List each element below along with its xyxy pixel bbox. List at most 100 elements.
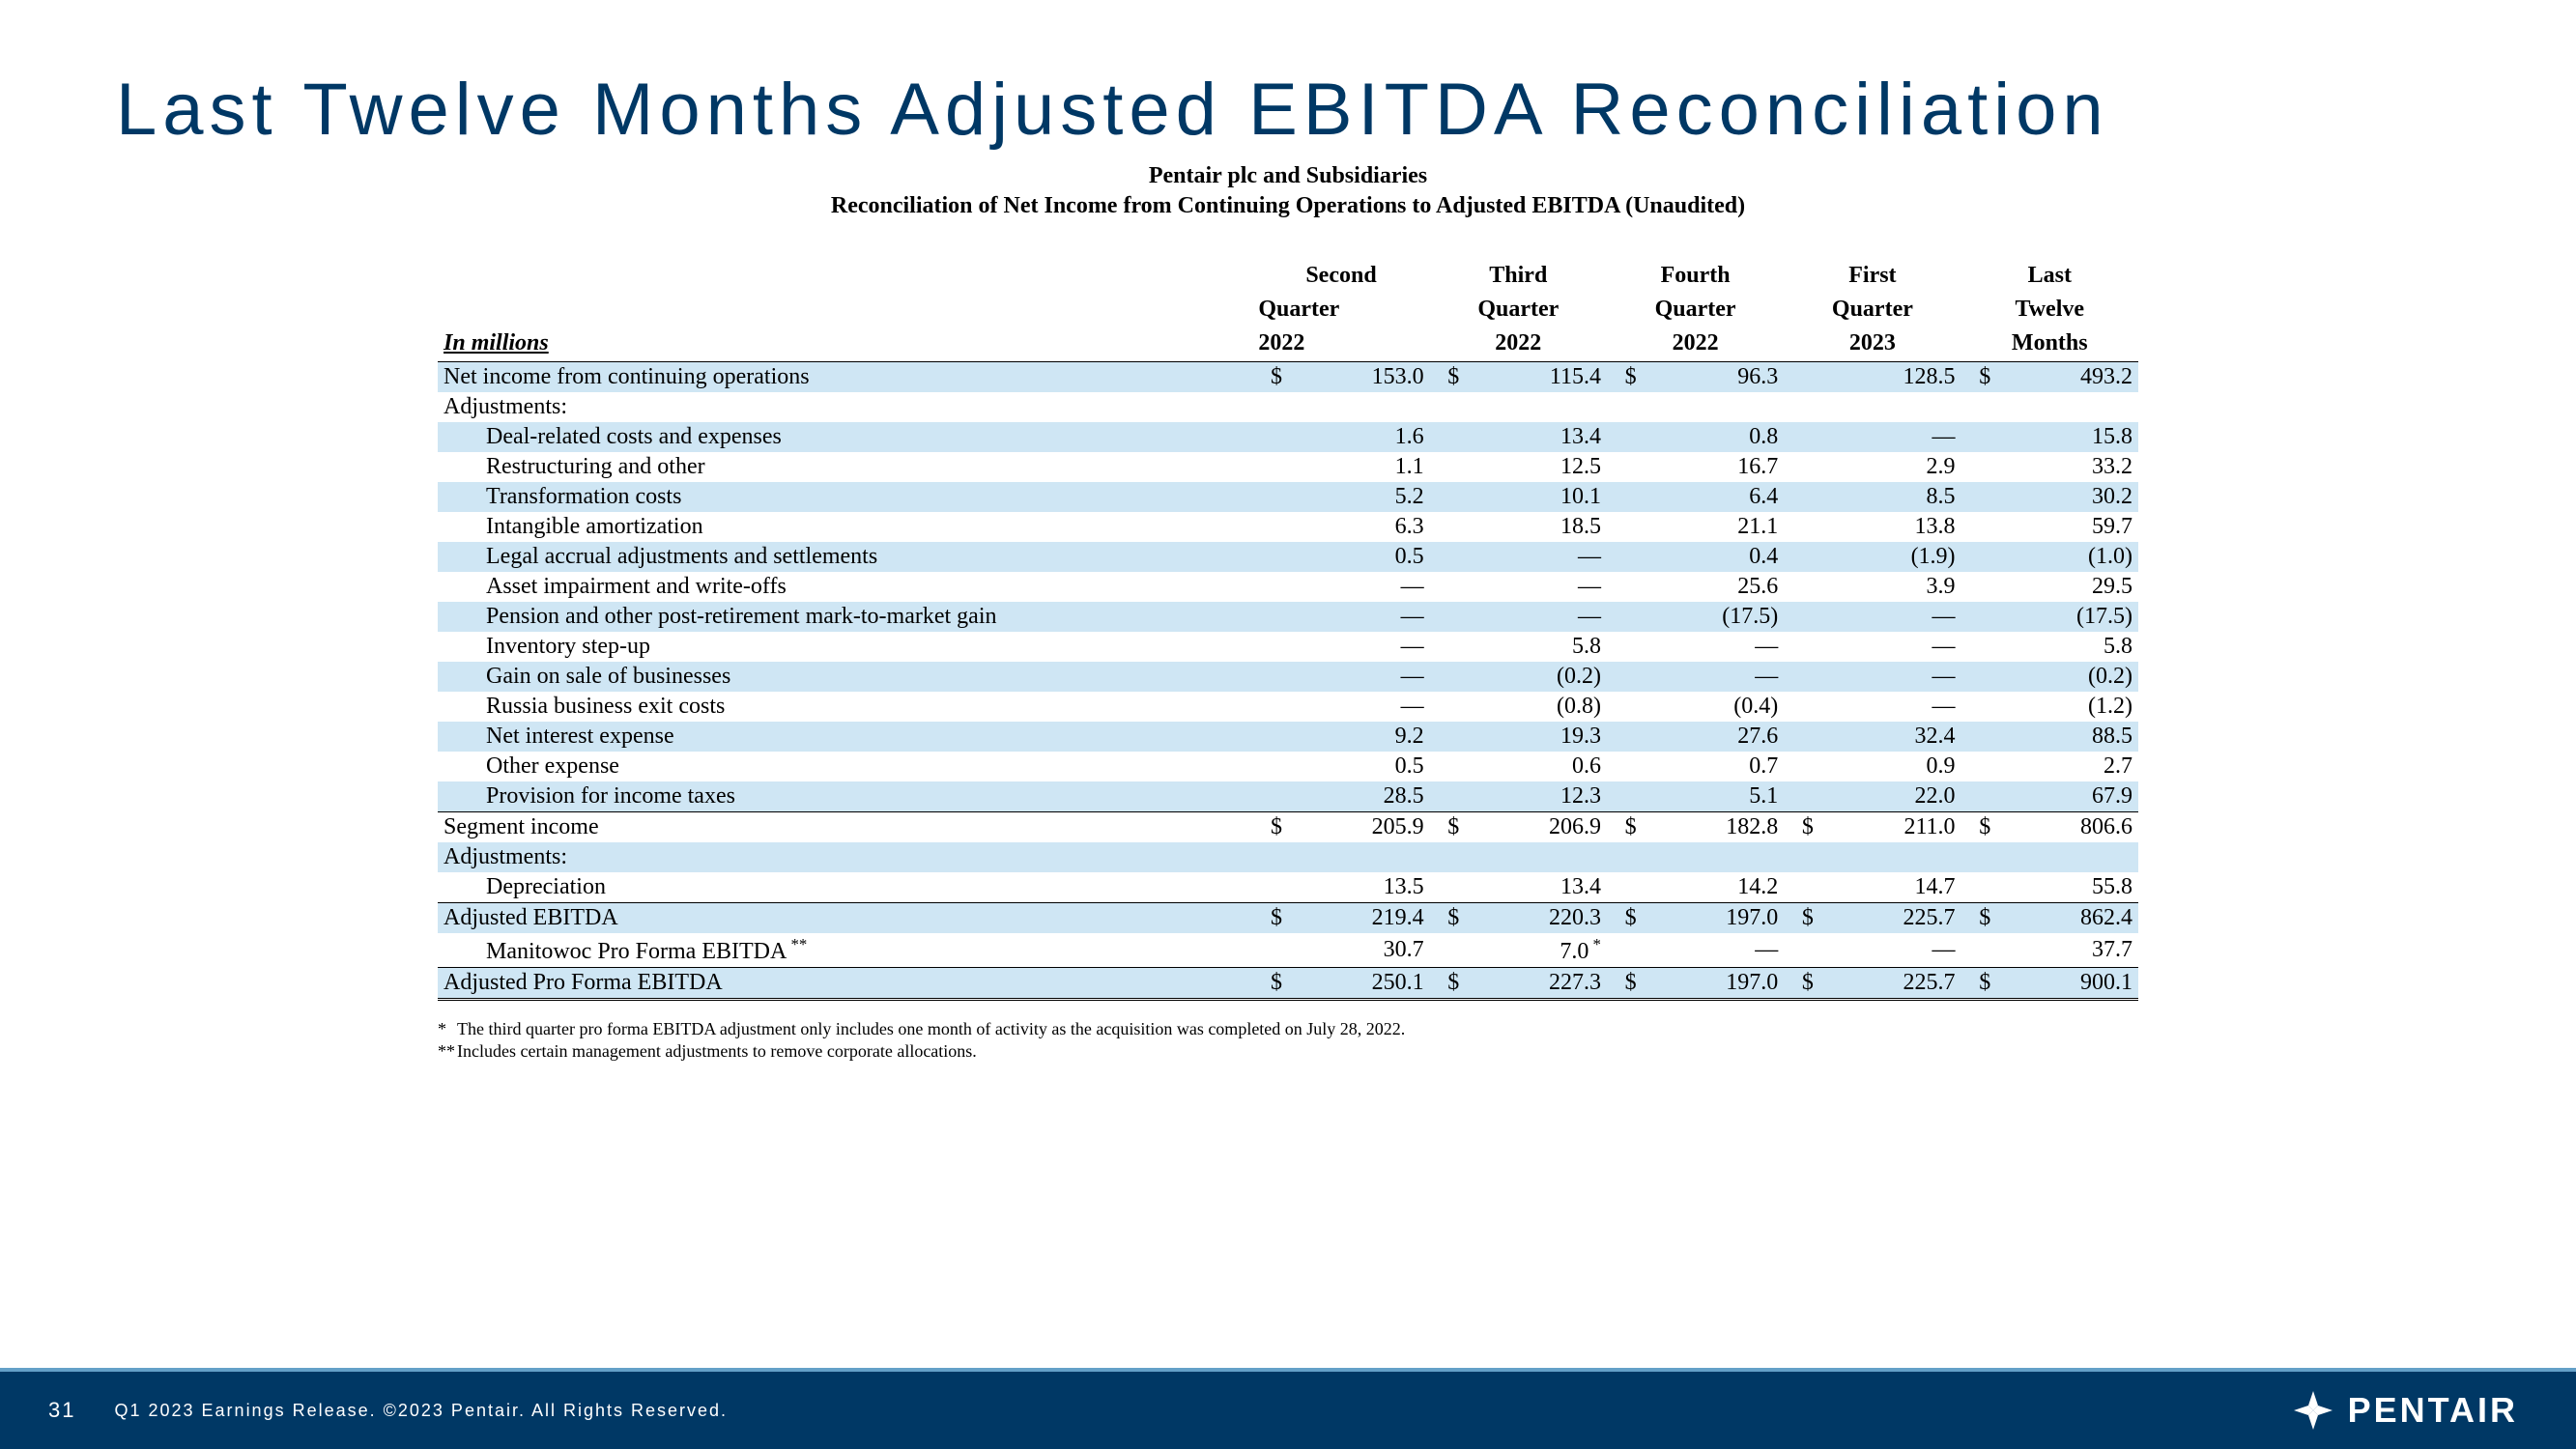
value-cell: (0.2) (1996, 662, 2138, 692)
value-cell: 6.4 (1643, 482, 1785, 512)
value-cell: 3.9 (1819, 572, 1961, 602)
value-cell (1465, 392, 1607, 422)
row-label: Gain on sale of businesses (438, 662, 1252, 692)
currency-cell (1430, 781, 1466, 812)
currency-cell (1784, 542, 1819, 572)
value-cell: 211.0 (1819, 811, 1961, 842)
currency-cell: $ (1961, 811, 1997, 842)
value-cell: 227.3 (1465, 967, 1607, 999)
currency-cell (1607, 482, 1643, 512)
currency-cell (1961, 512, 1997, 542)
table-row: Restructuring and other1.112.516.72.933.… (438, 452, 2138, 482)
value-cell: 25.6 (1643, 572, 1785, 602)
value-cell: — (1288, 632, 1430, 662)
currency-cell (1430, 632, 1466, 662)
currency-cell (1607, 572, 1643, 602)
currency-cell (1252, 422, 1288, 452)
value-cell: 14.2 (1643, 872, 1785, 903)
footnotes: *The third quarter pro forma EBITDA adju… (438, 1018, 2138, 1064)
currency-cell: $ (1430, 361, 1466, 392)
value-cell (1819, 842, 1961, 872)
currency-cell (1784, 872, 1819, 903)
currency-cell (1252, 692, 1288, 722)
row-label: Deal-related costs and expenses (438, 422, 1252, 452)
row-label: Other expense (438, 752, 1252, 781)
currency-cell (1961, 542, 1997, 572)
value-cell: 96.3 (1643, 361, 1785, 392)
value-cell: (0.2) (1465, 662, 1607, 692)
table-row: Depreciation13.513.414.214.755.8 (438, 872, 2138, 903)
currency-cell (1430, 752, 1466, 781)
value-cell (1643, 392, 1785, 422)
currency-cell (1607, 722, 1643, 752)
col-hdr-l1: First (1784, 260, 1961, 294)
currency-cell (1252, 632, 1288, 662)
value-cell: 37.7 (1996, 933, 2138, 968)
table-row: Net interest expense9.219.327.632.488.5 (438, 722, 2138, 752)
value-cell: 197.0 (1643, 902, 1785, 933)
value-cell: — (1819, 632, 1961, 662)
row-label: Russia business exit costs (438, 692, 1252, 722)
value-cell: 0.5 (1288, 542, 1430, 572)
table-row: Asset impairment and write-offs——25.63.9… (438, 572, 2138, 602)
table-row: Other expense0.50.60.70.92.7 (438, 752, 2138, 781)
footnote-mark: * (438, 1018, 457, 1040)
value-cell: — (1288, 662, 1430, 692)
currency-cell: $ (1784, 902, 1819, 933)
currency-cell (1784, 361, 1819, 392)
table-row: Adjustments: (438, 842, 2138, 872)
value-cell: 30.7 (1288, 933, 1430, 968)
col-hdr-l3: 2023 (1784, 327, 1961, 361)
currency-cell (1252, 512, 1288, 542)
col-hdr-l2: Quarter (1430, 294, 1607, 327)
currency-cell (1430, 392, 1466, 422)
reconciliation-table: In millions Second Third Fourth First La… (438, 260, 2138, 1000)
value-cell: 5.8 (1465, 632, 1607, 662)
value-cell (1996, 842, 2138, 872)
currency-cell (1252, 933, 1288, 968)
row-label: Net income from continuing operations (438, 361, 1252, 392)
value-cell: 0.7 (1643, 752, 1785, 781)
value-cell: (1.2) (1996, 692, 2138, 722)
col-hdr-l2: Quarter (1784, 294, 1961, 327)
row-label: Provision for income taxes (438, 781, 1252, 812)
value-cell: 28.5 (1288, 781, 1430, 812)
currency-cell (1252, 752, 1288, 781)
currency-cell: $ (1430, 967, 1466, 999)
value-cell: 0.4 (1643, 542, 1785, 572)
value-cell (1465, 842, 1607, 872)
currency-cell (1430, 452, 1466, 482)
value-cell: 13.4 (1465, 422, 1607, 452)
currency-cell (1961, 602, 1997, 632)
value-cell: 30.2 (1996, 482, 2138, 512)
value-cell: 0.8 (1643, 422, 1785, 452)
currency-cell: $ (1784, 811, 1819, 842)
value-cell: 9.2 (1288, 722, 1430, 752)
value-cell: — (1465, 572, 1607, 602)
currency-cell: $ (1252, 811, 1288, 842)
value-cell: 225.7 (1819, 967, 1961, 999)
currency-cell (1961, 752, 1997, 781)
currency-cell (1784, 722, 1819, 752)
currency-cell (1430, 722, 1466, 752)
row-label: Legal accrual adjustments and settlement… (438, 542, 1252, 572)
value-cell: — (1465, 542, 1607, 572)
currency-cell (1784, 602, 1819, 632)
currency-cell (1252, 842, 1288, 872)
currency-cell (1430, 933, 1466, 968)
currency-cell (1430, 842, 1466, 872)
value-cell: 250.1 (1288, 967, 1430, 999)
units-label: In millions (444, 330, 549, 355)
table-header: In millions Second Third Fourth First La… (438, 260, 2138, 361)
value-cell: — (1819, 692, 1961, 722)
value-cell: 900.1 (1996, 967, 2138, 999)
currency-cell (1961, 692, 1997, 722)
currency-cell (1784, 752, 1819, 781)
currency-cell: $ (1252, 361, 1288, 392)
currency-cell (1607, 422, 1643, 452)
value-cell: — (1288, 572, 1430, 602)
currency-cell: $ (1430, 811, 1466, 842)
currency-cell: $ (1961, 967, 1997, 999)
value-cell: — (1819, 422, 1961, 452)
currency-cell (1430, 572, 1466, 602)
